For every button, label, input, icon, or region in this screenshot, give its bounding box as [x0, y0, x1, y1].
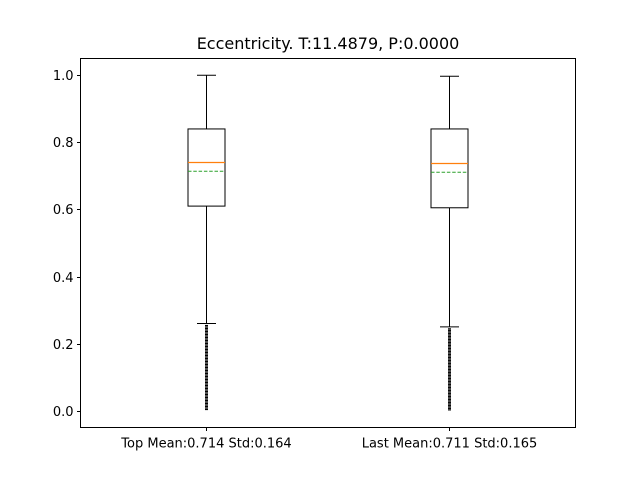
x-tick-label: Top Mean:0.714 Std:0.164 [120, 437, 291, 452]
y-tick-label: 0.0 [53, 405, 74, 420]
y-tick-label: 0.4 [53, 271, 74, 286]
y-tick-label: 0.2 [53, 338, 74, 353]
y-tick-label: 0.8 [53, 136, 74, 151]
box-group [430, 75, 469, 411]
chart-title: Eccentricity. T:11.4879, P:0.0000 [197, 34, 460, 53]
axes-frame [80, 58, 576, 428]
y-tick-label: 1.0 [53, 69, 74, 84]
y-tick-label: 0.6 [53, 203, 74, 218]
x-axis: Top Mean:0.714 Std:0.164 Last Mean:0.711 … [120, 427, 538, 452]
box-group [187, 74, 226, 411]
boxes-layer [187, 74, 469, 411]
y-axis: 0.0 0.2 0.4 0.6 0.8 1.0 [53, 69, 81, 420]
box-iqr [430, 128, 469, 209]
x-tick-label: Last Mean:0.711 Std:0.165 [362, 437, 538, 452]
box-iqr [187, 128, 226, 207]
